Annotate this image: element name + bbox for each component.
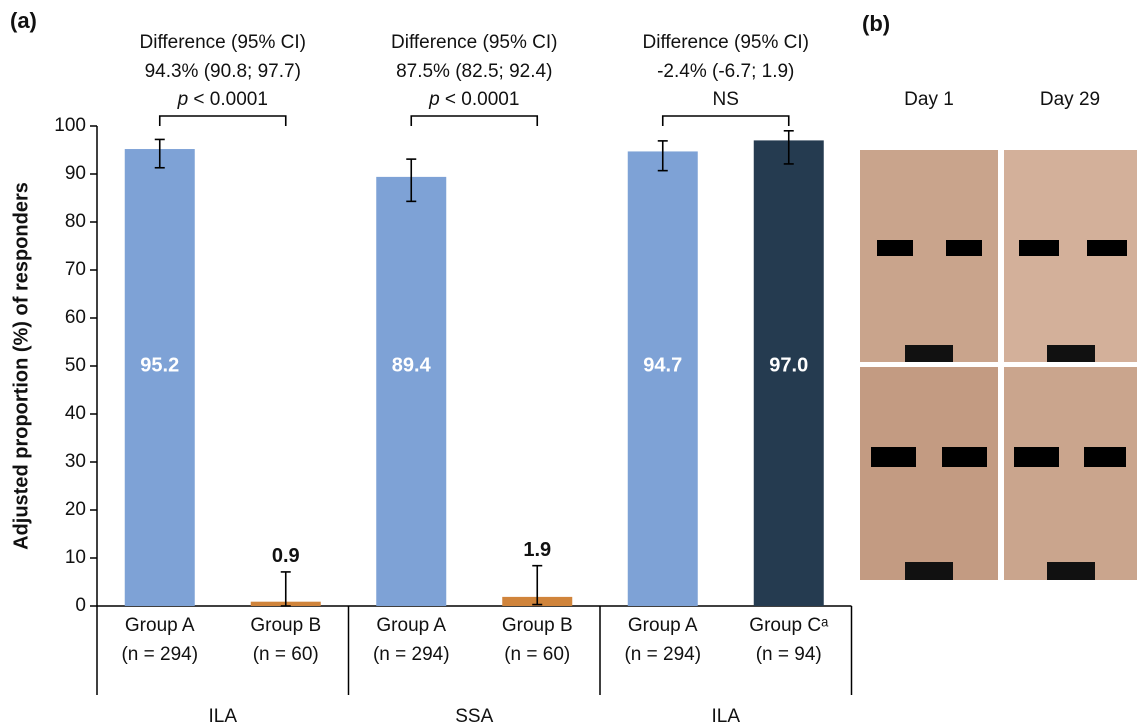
- x-tick-sublabel: (n = 294): [121, 644, 198, 665]
- x-tick-sublabel: (n = 60): [253, 644, 319, 665]
- value-label: 97.0: [769, 354, 808, 376]
- y-tick-label: 0: [75, 595, 86, 616]
- photo-grid: [860, 150, 1137, 580]
- error-bar: [281, 572, 291, 606]
- eye-mask: [942, 447, 987, 467]
- photo: [1004, 367, 1137, 580]
- eye-mask: [1087, 240, 1127, 256]
- y-tick-label: 60: [65, 307, 86, 328]
- bar: [125, 149, 195, 606]
- value-label: 95.2: [140, 354, 179, 376]
- eye-mask: [946, 240, 982, 256]
- chin-rest: [1047, 345, 1095, 362]
- y-axis-label: Adjusted proportion (%) of responders: [10, 182, 32, 550]
- y-tick-label: 100: [54, 115, 86, 136]
- x-tick-label: Group B: [250, 615, 321, 636]
- photo: [860, 367, 998, 580]
- y-tick-label: 50: [65, 355, 86, 376]
- p-symbol: p: [177, 89, 189, 110]
- comparison-significance: NS: [713, 89, 739, 110]
- value-label: 1.9: [523, 539, 551, 561]
- x-tick-sublabel: (n = 60): [504, 644, 570, 665]
- significance-bracket: [663, 116, 789, 126]
- x-tick-label: Group Cᵃ: [749, 615, 829, 636]
- bar: [376, 177, 446, 606]
- chin-rest: [1047, 562, 1095, 580]
- comparison-estimate: -2.4% (-6.7; 1.9): [657, 61, 794, 82]
- comparison-heading: Difference (95% CI): [140, 32, 307, 53]
- eye-mask: [1084, 447, 1126, 467]
- p-text: NS: [713, 89, 739, 110]
- x-tick-sublabel: (n = 294): [624, 644, 701, 665]
- column-label: Day 1: [904, 89, 954, 110]
- x-tick-sublabel: (n = 294): [373, 644, 450, 665]
- group-label: ILA: [711, 706, 740, 727]
- x-tick-label: Group B: [502, 615, 573, 636]
- p-symbol: p: [428, 89, 440, 110]
- significance-bracket: [411, 116, 537, 126]
- x-tick-label: Group A: [125, 615, 195, 636]
- eye-mask: [1014, 447, 1059, 467]
- comparison-significance: p < 0.0001: [177, 89, 268, 110]
- group-label: ILA: [208, 706, 237, 727]
- comparison-estimate: 87.5% (82.5; 92.4): [396, 61, 552, 82]
- y-tick-label: 80: [65, 211, 86, 232]
- figure: (a) Adjusted proportion (%) of responder…: [0, 0, 1137, 728]
- x-tick-label: Group A: [376, 615, 446, 636]
- chin-rest: [905, 345, 953, 362]
- y-tick-label: 90: [65, 163, 86, 184]
- x-tick-sublabel: (n = 94): [756, 644, 822, 665]
- value-label: 94.7: [643, 354, 682, 376]
- y-tick-label: 10: [65, 547, 86, 568]
- comparison-estimate: 94.3% (90.8; 97.7): [145, 61, 301, 82]
- y-tick-label: 20: [65, 499, 86, 520]
- p-text: < 0.0001: [445, 89, 520, 110]
- eye-mask: [871, 447, 916, 467]
- y-tick-label: 30: [65, 451, 86, 472]
- y-tick-label: 70: [65, 259, 86, 280]
- column-label: Day 29: [1040, 89, 1100, 110]
- group-label: SSA: [455, 706, 493, 727]
- comparison-heading: Difference (95% CI): [643, 32, 810, 53]
- value-label: 0.9: [272, 545, 300, 567]
- chin-rest: [905, 562, 953, 580]
- bar: [628, 151, 698, 606]
- comparison-heading: Difference (95% CI): [391, 32, 558, 53]
- eye-mask: [877, 240, 913, 256]
- p-text: < 0.0001: [193, 89, 268, 110]
- panel-label: (a): [10, 8, 37, 33]
- panel-label: (b): [862, 11, 890, 36]
- y-tick-label: 40: [65, 403, 86, 424]
- significance-bracket: [160, 116, 286, 126]
- eye-mask: [1019, 240, 1059, 256]
- x-tick-label: Group A: [628, 615, 698, 636]
- comparison-significance: p < 0.0001: [428, 89, 519, 110]
- value-label: 89.4: [392, 354, 432, 376]
